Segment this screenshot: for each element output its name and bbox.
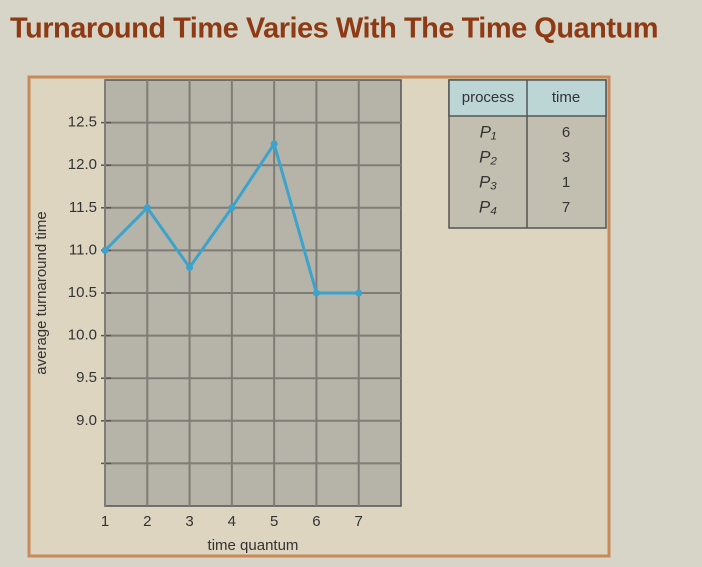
x-tick-label: 2 xyxy=(143,513,151,530)
x-tick-label: 6 xyxy=(312,513,320,530)
data-point xyxy=(101,246,109,254)
y-tick-label: 9.0 xyxy=(76,412,97,429)
time-cell: 6 xyxy=(562,124,570,141)
table-header-cell: time xyxy=(552,89,580,106)
data-point xyxy=(355,289,363,297)
time-cell: 7 xyxy=(562,199,570,216)
y-tick-label: 9.5 xyxy=(76,369,97,386)
data-point xyxy=(186,263,194,271)
x-tick-label: 5 xyxy=(270,513,278,530)
data-point xyxy=(228,204,236,212)
data-point xyxy=(143,204,151,212)
y-tick-label: 10.0 xyxy=(68,327,97,344)
time-cell: 1 xyxy=(562,174,570,191)
x-axis-label: time quantum xyxy=(208,537,299,554)
time-cell: 3 xyxy=(562,149,570,166)
y-tick-label: 12.0 xyxy=(68,156,97,173)
x-tick-label: 3 xyxy=(185,513,193,530)
y-tick-label: 10.5 xyxy=(68,284,97,301)
y-tick-label: 11.0 xyxy=(69,241,97,258)
x-tick-label: 7 xyxy=(355,513,363,530)
process-cell: P₁ xyxy=(480,122,497,141)
y-tick-label: 11.5 xyxy=(69,199,97,216)
y-tick-label: 12.5 xyxy=(68,114,97,131)
x-tick-label: 1 xyxy=(101,513,109,530)
process-cell: P₄ xyxy=(479,197,497,216)
process-cell: P₂ xyxy=(479,147,497,166)
data-point xyxy=(312,289,320,297)
y-axis-label: average turnaround time xyxy=(33,211,50,374)
table-header-cell: process xyxy=(462,89,515,106)
slide-title: Turnaround Time Varies With The Time Qua… xyxy=(10,13,658,45)
process-cell: P₃ xyxy=(479,172,497,191)
data-point xyxy=(270,140,278,148)
x-tick-label: 4 xyxy=(228,513,236,530)
